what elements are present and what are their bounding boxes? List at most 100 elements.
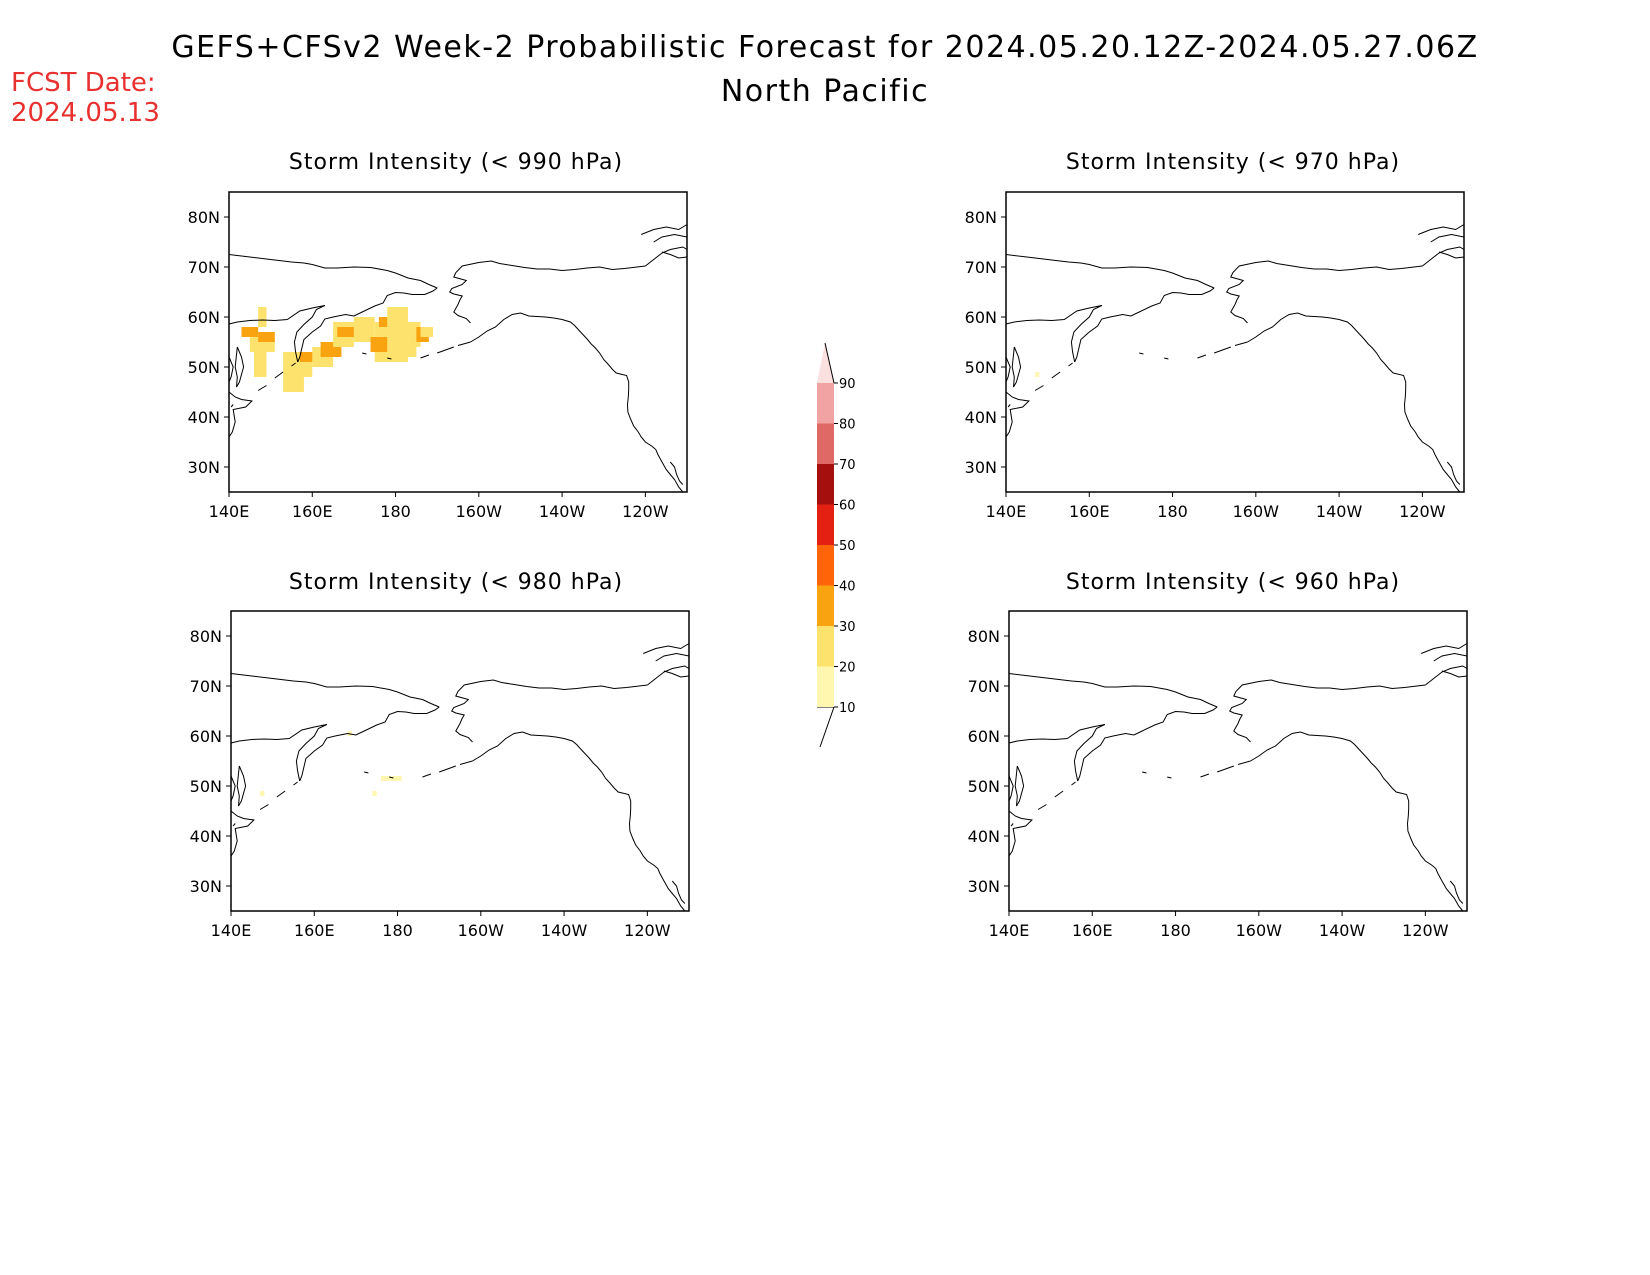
lat-label: 30N [965, 458, 997, 477]
coastline [653, 233, 688, 243]
lon-label: 160W [458, 921, 505, 940]
lon-label: 160E [1072, 921, 1113, 940]
lon-label: 140E [986, 502, 1027, 521]
colorbar-swatch [817, 504, 834, 545]
map-panel-970hpa: 80N 70N 60N 50N 40N 30N 140E 160E 180 160W 140W 120… [965, 191, 1465, 521]
coastline [1418, 224, 1465, 235]
lat-label: 50N [188, 358, 220, 377]
coastline [1167, 776, 1172, 779]
coastline [362, 352, 367, 355]
coastline [274, 371, 284, 379]
lat-label: 40N [965, 408, 997, 427]
coastline [1005, 356, 1011, 383]
colorbar-label: 50 [839, 539, 856, 554]
probability-cell [387, 307, 409, 337]
lat-label: 40N [968, 827, 1000, 846]
lat-label: 60N [968, 727, 1000, 746]
coastline [1034, 385, 1044, 391]
coastline [1005, 305, 1103, 363]
lon-label: 140W [541, 921, 588, 940]
lat-label: 70N [190, 677, 222, 696]
probability-cell [260, 791, 265, 796]
probability-field [1035, 372, 1040, 377]
colorbar-label: 30 [839, 620, 856, 635]
coastline [1446, 461, 1461, 485]
coastline [291, 362, 296, 367]
region-subtitle: North Pacific [720, 74, 930, 109]
lon-label: 160W [1236, 921, 1283, 940]
lat-label: 40N [188, 408, 220, 427]
lon-label: 140W [1316, 502, 1363, 521]
coastline [1008, 810, 1033, 857]
coastline [470, 312, 684, 493]
map-panel-990hpa: 80N 70N 60N 50N 40N 30N 140E 160E 180 160W 140W 120… [188, 191, 688, 521]
coastline [228, 305, 326, 363]
coastline [257, 385, 267, 391]
colorbar-label: 80 [839, 418, 856, 433]
colorbar-swatch [817, 666, 834, 707]
colorbar-label: 20 [839, 661, 856, 676]
coastline [1200, 773, 1210, 778]
coastline [1422, 246, 1465, 267]
lon-label: 140W [1319, 921, 1366, 940]
coastline [671, 880, 686, 904]
colorbar-label: 60 [839, 499, 856, 514]
lon-label: 140E [211, 921, 252, 940]
coastlines [1005, 224, 1465, 493]
coastline [1139, 352, 1144, 355]
probability-colorbar: 10 20 30 40 50 60 70 80 90 [817, 342, 856, 748]
probability-cell [337, 327, 354, 337]
coastline [1011, 346, 1022, 388]
coastline [228, 391, 253, 438]
coastlines [230, 643, 690, 912]
coastline [232, 823, 236, 827]
colorbar-swatch [817, 585, 834, 626]
coastline [641, 224, 688, 235]
coastline [1164, 357, 1169, 360]
coastline [1068, 362, 1073, 367]
coastline [299, 706, 440, 782]
coastline [230, 673, 440, 708]
panel-title-970: Storm Intensity (< 970 hPa) [1065, 150, 1401, 175]
lon-label: 180 [382, 921, 413, 940]
lat-label: 70N [968, 677, 1000, 696]
forecast-date-value: 2024.05.13 [11, 98, 160, 128]
coastline [1071, 781, 1076, 786]
lat-label: 80N [188, 208, 220, 227]
probability-cell [399, 347, 417, 357]
colorbar-swatch [817, 383, 834, 424]
coastline [389, 776, 394, 779]
forecast-title: GEFS+CFSv2 Week-2 Probabilistic Forecast… [171, 30, 1479, 65]
coastline [276, 790, 286, 798]
forecast-date: FCST Date: 2024.05.13 [11, 68, 160, 128]
forecast-date-label: FCST Date: [11, 68, 156, 98]
coastline [437, 346, 454, 354]
coastline [259, 804, 269, 810]
coastline [669, 461, 684, 485]
lat-label: 60N [188, 308, 220, 327]
map-panel-960hpa: 80N 70N 60N 50N 40N 30N 140E 160E 180 160W 140W 120… [968, 610, 1468, 940]
coastline [1074, 287, 1215, 363]
coastline [450, 679, 648, 743]
coastline [1005, 391, 1030, 438]
panel-title-960: Storm Intensity (< 960 hPa) [1065, 570, 1401, 595]
coastline [297, 287, 438, 363]
lat-label: 80N [190, 627, 222, 646]
colorbar-swatch [817, 545, 834, 586]
coastline [1077, 706, 1218, 782]
coastline [439, 765, 456, 773]
lon-label: 160E [292, 502, 333, 521]
coastline [1430, 233, 1465, 243]
coastline [459, 760, 473, 765]
coastline [1217, 765, 1234, 773]
coastline [1425, 665, 1468, 686]
probability-cell [380, 776, 402, 781]
coastline [472, 731, 686, 912]
colorbar-upper-cap [817, 343, 834, 383]
coastline [230, 775, 236, 802]
lon-label: 120W [622, 502, 669, 521]
coastline [1449, 880, 1464, 904]
lon-label: 140E [989, 921, 1030, 940]
map-frame [230, 610, 690, 912]
coastline [1008, 775, 1014, 802]
